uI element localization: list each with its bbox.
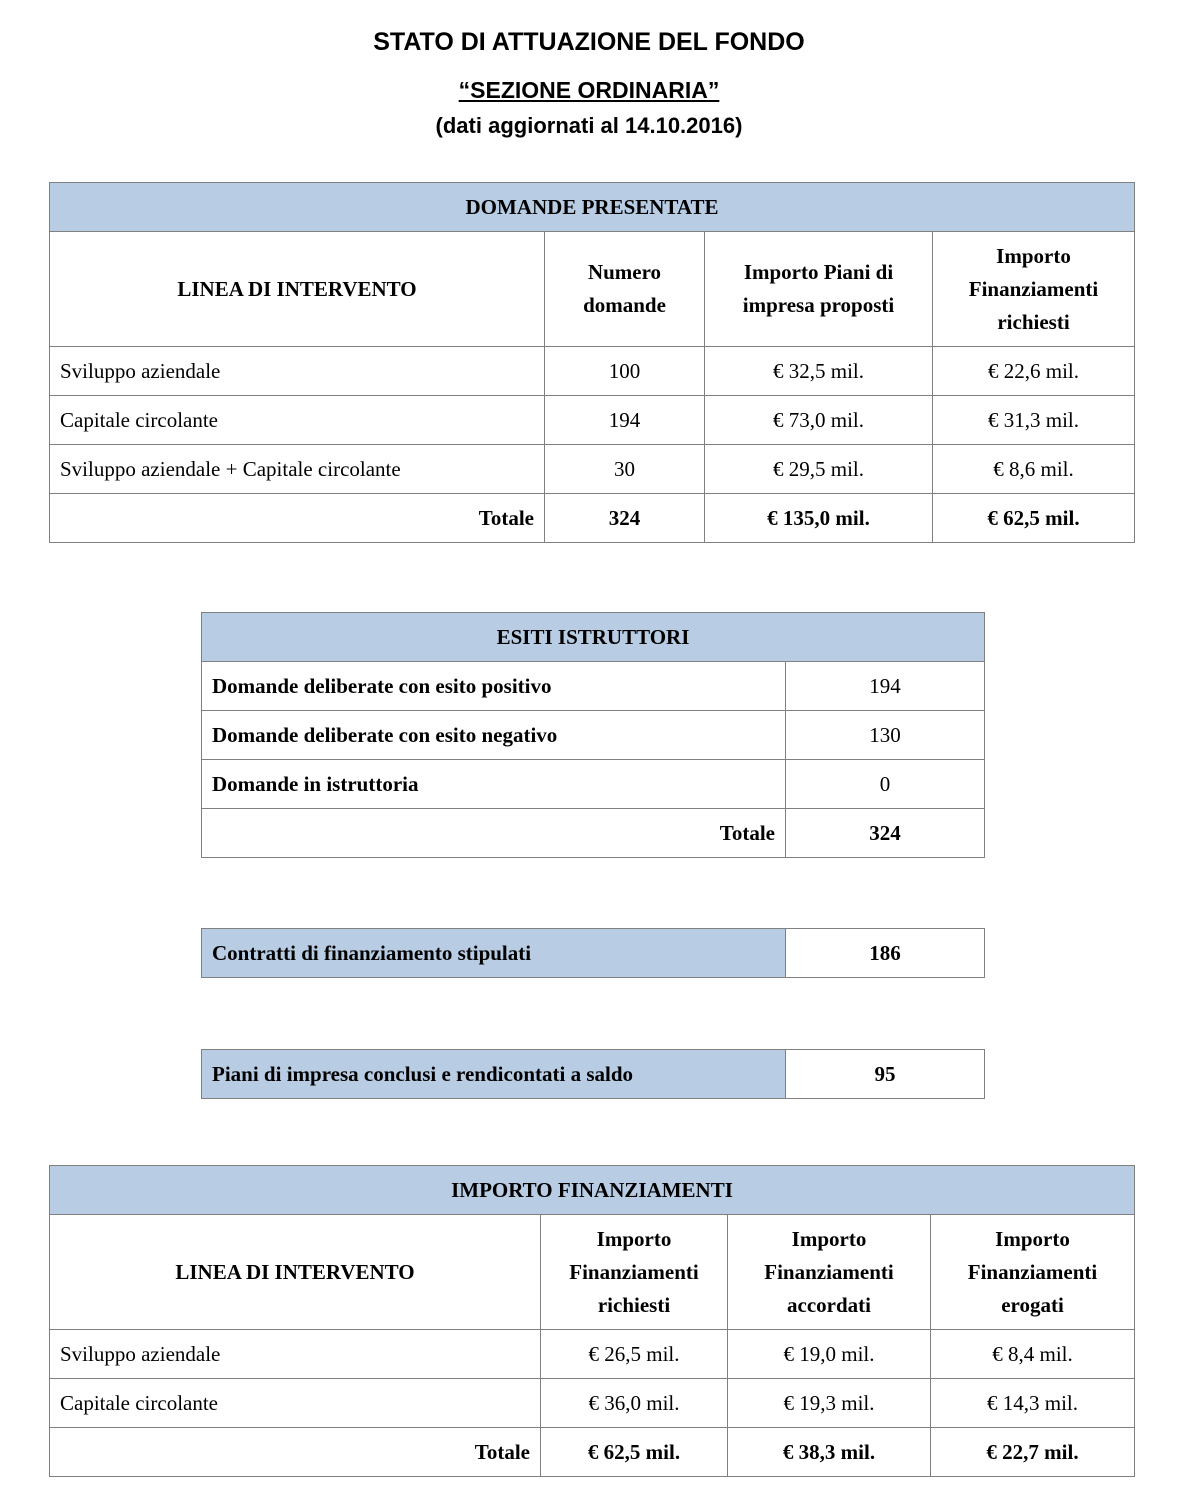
cell: Sviluppo aziendale <box>49 1329 541 1379</box>
table-title: IMPORTO FINANZIAMENTI <box>49 1165 1135 1215</box>
domande-table: DOMANDE PRESENTATE LINEA DI INTERVENTO N… <box>49 182 1135 543</box>
cell: € 135,0 mil. <box>704 493 933 543</box>
cell: € 32,5 mil. <box>704 346 933 396</box>
cell: Capitale circolante <box>49 395 545 445</box>
cell: 194 <box>544 395 705 445</box>
total-row: Totale € 62,5 mil. € 38,3 mil. € 22,7 mil. <box>49 1427 1135 1477</box>
cell: € 29,5 mil. <box>704 444 933 494</box>
cell: Sviluppo aziendale <box>49 346 545 396</box>
cell: € 73,0 mil. <box>704 395 933 445</box>
cell: € 26,5 mil. <box>540 1329 728 1379</box>
cell: Domande deliberate con esito positivo <box>201 661 786 711</box>
table-row: Sviluppo aziendale + Capitale circolante… <box>49 444 1135 494</box>
cell: € 38,3 mil. <box>727 1427 931 1477</box>
cell: Totale <box>49 1427 541 1477</box>
cell: Totale <box>49 493 545 543</box>
table-row: Capitale circolante € 36,0 mil. € 19,3 mil… <box>49 1378 1135 1428</box>
cell: 0 <box>784 759 986 809</box>
table-title: DOMANDE PRESENTATE <box>49 182 1135 232</box>
cell: € 8,4 mil. <box>930 1329 1135 1379</box>
table-row: Domande deliberate con esito negativo 130 <box>201 710 986 760</box>
label: Contratti di finanziamento stipulati <box>201 928 786 978</box>
cell: 100 <box>544 346 705 396</box>
column-header: Importo Finanziamenti richiesti <box>932 231 1135 347</box>
piani-table: Piani di impresa conclusi e rendicontati… <box>201 1049 985 1099</box>
table-row: Capitale circolante 194 € 73,0 mil. € 31,3 … <box>49 395 1135 445</box>
cell: Totale <box>201 808 786 858</box>
cell: 130 <box>784 710 986 760</box>
column-header: Importo Finanziamenti richiesti <box>540 1214 728 1330</box>
column-header: LINEA DI INTERVENTO <box>49 1214 541 1330</box>
cell: € 8,6 mil. <box>932 444 1135 494</box>
label: Piani di impresa conclusi e rendicontati… <box>201 1049 786 1099</box>
cell: 194 <box>784 661 986 711</box>
table-row: Domande deliberate con esito positivo 194 <box>201 661 986 711</box>
total-row: Totale 324 € 135,0 mil. € 62,5 mil. <box>49 493 1135 543</box>
cell: 324 <box>784 808 986 858</box>
cell: Domande in istruttoria <box>201 759 786 809</box>
cell: 30 <box>544 444 705 494</box>
column-header: Importo Finanziamenti accordati <box>727 1214 931 1330</box>
cell: € 62,5 mil. <box>540 1427 728 1477</box>
date-note: (dati aggiornati al 14.10.2016) <box>435 113 743 138</box>
cell: € 62,5 mil. <box>932 493 1135 543</box>
table-row: Domande in istruttoria 0 <box>201 759 986 809</box>
cell: Domande deliberate con esito negativo <box>201 710 786 760</box>
column-header: Numero domande <box>544 231 705 347</box>
page-title: STATO DI ATTUAZIONE DEL FONDO <box>373 28 805 56</box>
importo-table: IMPORTO FINANZIAMENTI LINEA DI INTERVENT… <box>49 1165 1135 1477</box>
esiti-table: ESITI ISTRUTTORI Domande deliberate con … <box>200 612 986 858</box>
value: 95 <box>785 1049 985 1099</box>
column-header: Importo Finanziamenti erogati <box>930 1214 1135 1330</box>
cell: € 36,0 mil. <box>540 1378 728 1428</box>
cell: € 19,3 mil. <box>727 1378 931 1428</box>
cell: € 22,7 mil. <box>930 1427 1135 1477</box>
contratti-table: Contratti di finanziamento stipulati 186 <box>201 928 985 978</box>
cell: € 19,0 mil. <box>727 1329 931 1379</box>
table-row: Sviluppo aziendale 100 € 32,5 mil. € 22,6 m… <box>49 346 1135 396</box>
cell: Sviluppo aziendale + Capitale circolante <box>49 444 545 494</box>
value: 186 <box>785 928 985 978</box>
cell: € 14,3 mil. <box>930 1378 1135 1428</box>
table-row: Sviluppo aziendale € 26,5 mil. € 19,0 mil.… <box>49 1329 1135 1379</box>
column-header: LINEA DI INTERVENTO <box>49 231 545 347</box>
cell: € 31,3 mil. <box>932 395 1135 445</box>
column-header: Importo Piani di impresa proposti <box>704 231 933 347</box>
cell: Capitale circolante <box>49 1378 541 1428</box>
page-subtitle: “SEZIONE ORDINARIA” <box>458 77 720 103</box>
cell: 324 <box>544 493 705 543</box>
cell: € 22,6 mil. <box>932 346 1135 396</box>
table-title: ESITI ISTRUTTORI <box>200 612 986 662</box>
total-row: Totale 324 <box>201 808 986 858</box>
